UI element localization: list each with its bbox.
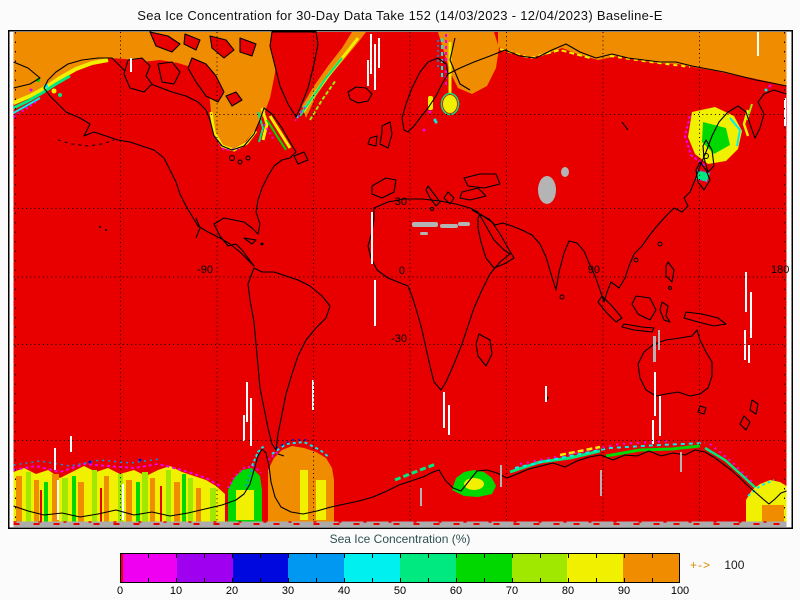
coast-australia [637, 329, 759, 431]
coast-canadian-arctic-islands [123, 31, 257, 107]
coastlines-layer [13, 31, 787, 518]
coast-europe [367, 57, 501, 211]
map-frame: 30 0 -30 -90 90 180 [8, 30, 793, 529]
colorbar-segment [623, 554, 679, 582]
colorbar-segment [232, 554, 289, 582]
colorbar-tick-label: 60 [449, 585, 463, 597]
grid-label-lat30: 30 [395, 196, 407, 208]
colorbar-underflow-strip [121, 554, 123, 582]
grid-label-lat0: 0 [399, 265, 405, 277]
colorbar [120, 553, 680, 583]
missing-data-streaks [54, 32, 786, 470]
colorbar-tick-label: 40 [337, 585, 351, 597]
coast-south-america [247, 267, 331, 451]
colorbar-segment [567, 554, 624, 582]
grid-label-latm30: -30 [391, 333, 407, 345]
colorbar-segment [511, 554, 568, 582]
colorbar-segment [288, 554, 345, 582]
colorbar-segment [344, 554, 400, 582]
grid-label-lon180: 180 [771, 264, 789, 276]
colorbar-tick-label: 90 [617, 585, 631, 597]
grid-labels: 30 0 -30 -90 90 180 [197, 196, 789, 345]
grid-label-lonm90: -90 [197, 264, 213, 276]
overflow-value: 100 [724, 558, 745, 572]
coast-africa [367, 198, 511, 391]
colorbar-tick-label: 20 [225, 585, 239, 597]
colorbar-tick-label: 70 [505, 585, 519, 597]
colorbar-overflow-annotation: +-> 100 [690, 558, 744, 572]
colorbar-tick-label: 50 [393, 585, 407, 597]
colorbar-segment [455, 554, 512, 582]
coast-asia [447, 37, 787, 303]
antarctic-ice-stripes [16, 470, 216, 522]
coast-indonesia [597, 295, 727, 333]
bottom-cutoff-strip [13, 521, 787, 527]
colorbar-tick-label: 0 [116, 585, 124, 597]
coast-antarctica [13, 448, 787, 518]
coast-iceland [347, 86, 373, 104]
colorbar-tick-label: 30 [281, 585, 295, 597]
colorbar-ticks-bottom [121, 578, 679, 582]
coast-greenland [269, 31, 319, 118]
antarctic-ice-layer [13, 439, 787, 525]
colorbar-segment [121, 554, 177, 582]
coast-north-america [43, 57, 297, 267]
colorbar-tick-label: 100 [670, 585, 690, 597]
colorbar-segment [399, 554, 456, 582]
colorbar-tick-label: 80 [561, 585, 575, 597]
colorbar-title: Sea Ice Concentration (%) [329, 532, 471, 546]
world-map: 30 0 -30 -90 90 180 [8, 30, 793, 529]
map-data-area [13, 32, 787, 527]
plot-title: Sea Ice Concentration for 30-Day Data Ta… [137, 8, 663, 23]
colorbar-tick-label: 10 [169, 585, 183, 597]
caspian-sea-nodata [538, 176, 556, 204]
missing-data-gray [412, 167, 682, 506]
grid-label-lon90: 90 [588, 264, 600, 276]
colorbar-segment [176, 554, 233, 582]
overflow-arrow: +-> [690, 558, 712, 572]
graticule [13, 32, 787, 521]
colorbar-ticks-top [121, 554, 679, 558]
